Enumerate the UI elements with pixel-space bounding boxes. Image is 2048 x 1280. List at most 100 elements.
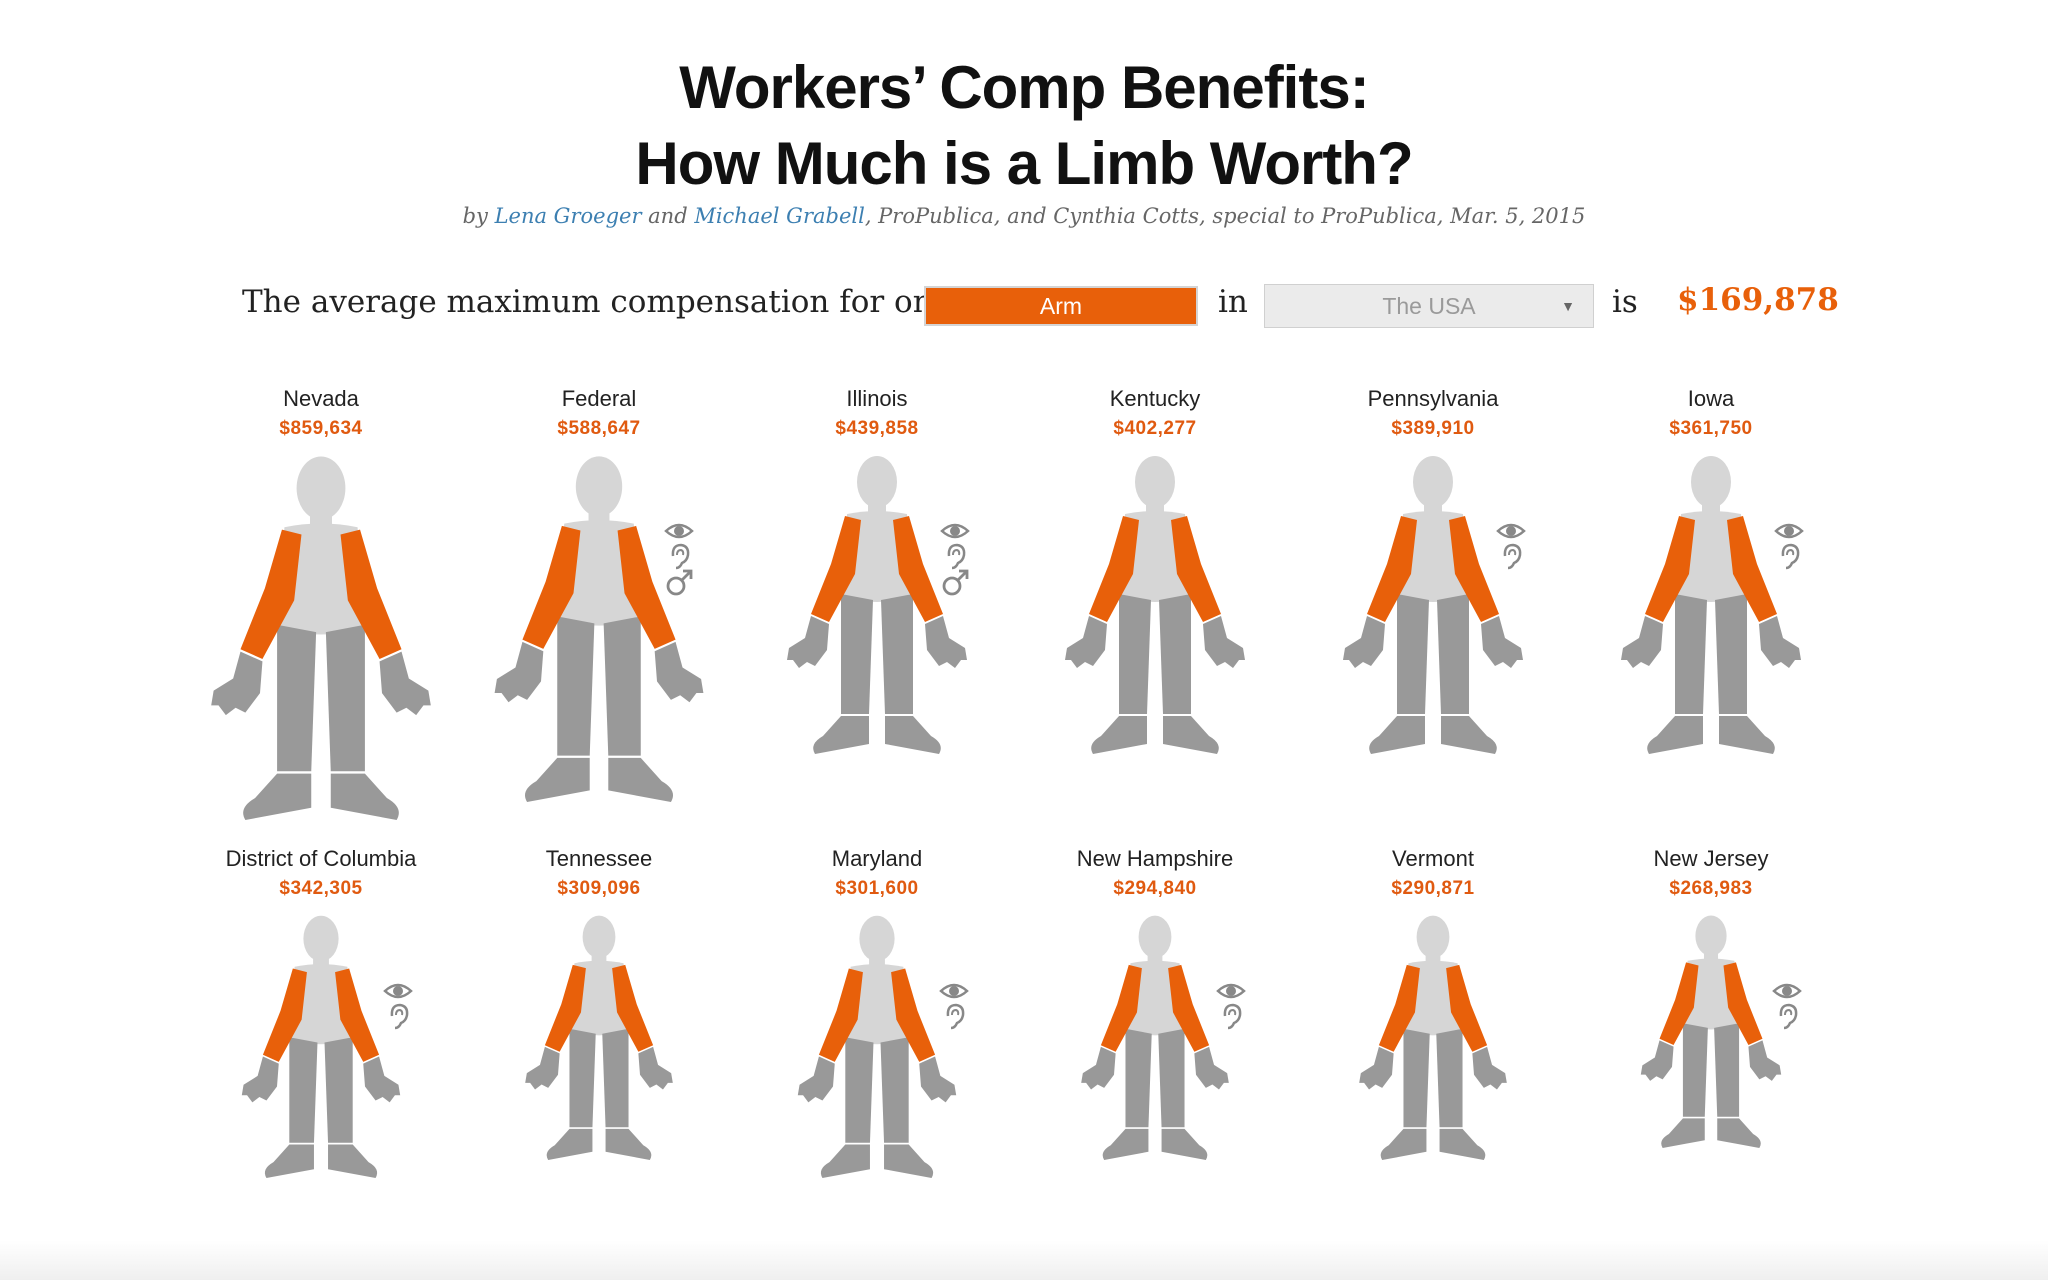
state-card: New Jersey $268,983 [1572,844,1850,1244]
right-hand [654,641,704,703]
neck [591,953,607,965]
body-figure [1621,456,1801,754]
state-card: Illinois $439,858 [738,384,1016,784]
byline: by Lena Groeger and Michael Grabell, Pro… [0,204,2048,228]
state-name: Kentucky [1109,386,1201,411]
eye-icon [1771,983,1802,999]
eye-icon [663,523,694,539]
state-card: Nevada $859,634 [182,384,460,820]
body-figure [1065,456,1245,754]
ear-icon [1781,543,1800,570]
right-hand [1481,616,1523,668]
right-leg [602,1028,629,1128]
body-figure [787,456,967,754]
right-leg [881,594,913,714]
limb-dropdown[interactable]: Arm [924,286,1198,326]
head [582,915,616,959]
ear-icon [671,543,689,570]
left-hand [211,651,263,716]
right-foot [608,757,674,802]
torso [847,964,907,1045]
left-hand [787,616,829,668]
right-hand [925,616,967,668]
left-foot [1369,716,1425,754]
state-amount: $361,750 [1669,418,1753,439]
state-card: Maryland $301,600 [738,844,1016,1244]
left-hand [1343,616,1385,668]
left-hand [1081,1046,1116,1090]
place-dropdown-value: The USA [1382,293,1476,319]
left-leg [1675,594,1707,714]
head [859,915,895,962]
body-figure [241,915,401,1178]
left-foot [813,716,869,754]
torso [1121,511,1189,602]
author-link-lena-groeger[interactable]: Lena Groeger [494,204,642,228]
place-dropdown[interactable]: The USA ▼ [1264,284,1594,328]
right-arm [1168,964,1210,1052]
eye-icon [1496,523,1526,539]
byline-prefix: by [462,204,495,228]
body-figure [1640,915,1782,1148]
right-leg [1715,594,1747,714]
state-name: Federal [561,386,637,411]
right-arm [1449,516,1499,622]
body-figure [1081,915,1229,1160]
average-total: $169,878 [1677,282,1839,318]
right-leg [1437,594,1469,714]
left-hand [494,641,544,703]
right-foot [330,773,399,820]
state-amount: $294,840 [1113,878,1197,899]
state-amount: $342,305 [279,878,363,899]
right-leg [603,616,641,756]
left-arm [1645,516,1695,622]
left-leg [1397,594,1429,714]
state-amount: $268,983 [1669,878,1753,899]
left-leg [845,1037,874,1143]
left-leg [557,616,595,756]
left-leg [569,1028,596,1128]
right-arm [612,964,654,1052]
body-figure [1343,456,1523,754]
sentence-is: is [1612,284,1638,320]
right-leg [1714,1023,1740,1117]
body-figure [797,915,957,1178]
author-link-michael-grabell[interactable]: Michael Grabell [694,204,865,228]
torso [1399,511,1467,602]
right-hand [1759,616,1801,668]
title-line-2: How Much is a Limb Worth? [635,130,1413,197]
state-card: New Hampshire $294,840 [1016,844,1294,1244]
left-hand [525,1046,560,1090]
state-card: Iowa $361,750 [1572,384,1850,784]
eye-icon [940,523,970,539]
left-hand [1621,616,1663,668]
state-card: Kentucky $402,277 [1016,384,1294,784]
left-arm [818,968,863,1062]
state-amount: $290,871 [1391,878,1475,899]
left-arm [522,525,581,649]
page-title: Workers’ Comp Benefits: How Much is a Li… [0,50,2048,202]
head [1413,456,1453,508]
right-hand [363,1056,401,1103]
left-foot [264,1144,314,1178]
ear-icon [1503,543,1522,570]
right-arm [617,525,676,649]
right-foot [1441,716,1497,754]
eye-icon [382,983,413,999]
left-hand [241,1056,279,1103]
neck [1703,951,1719,963]
right-leg [1158,1028,1185,1128]
neck [1147,953,1163,965]
state-name: District of Columbia [225,846,417,871]
left-arm [1367,516,1417,622]
state-amount: $309,096 [557,878,641,899]
left-hand [1359,1046,1394,1090]
right-arm [1727,516,1777,622]
right-foot [885,716,941,754]
torso [1684,958,1738,1030]
left-hand [1065,616,1107,668]
sentence-lead: The average maximum compensation for one [242,284,952,320]
head [1691,456,1731,508]
state-name: Maryland [831,846,923,871]
head [1695,915,1727,957]
